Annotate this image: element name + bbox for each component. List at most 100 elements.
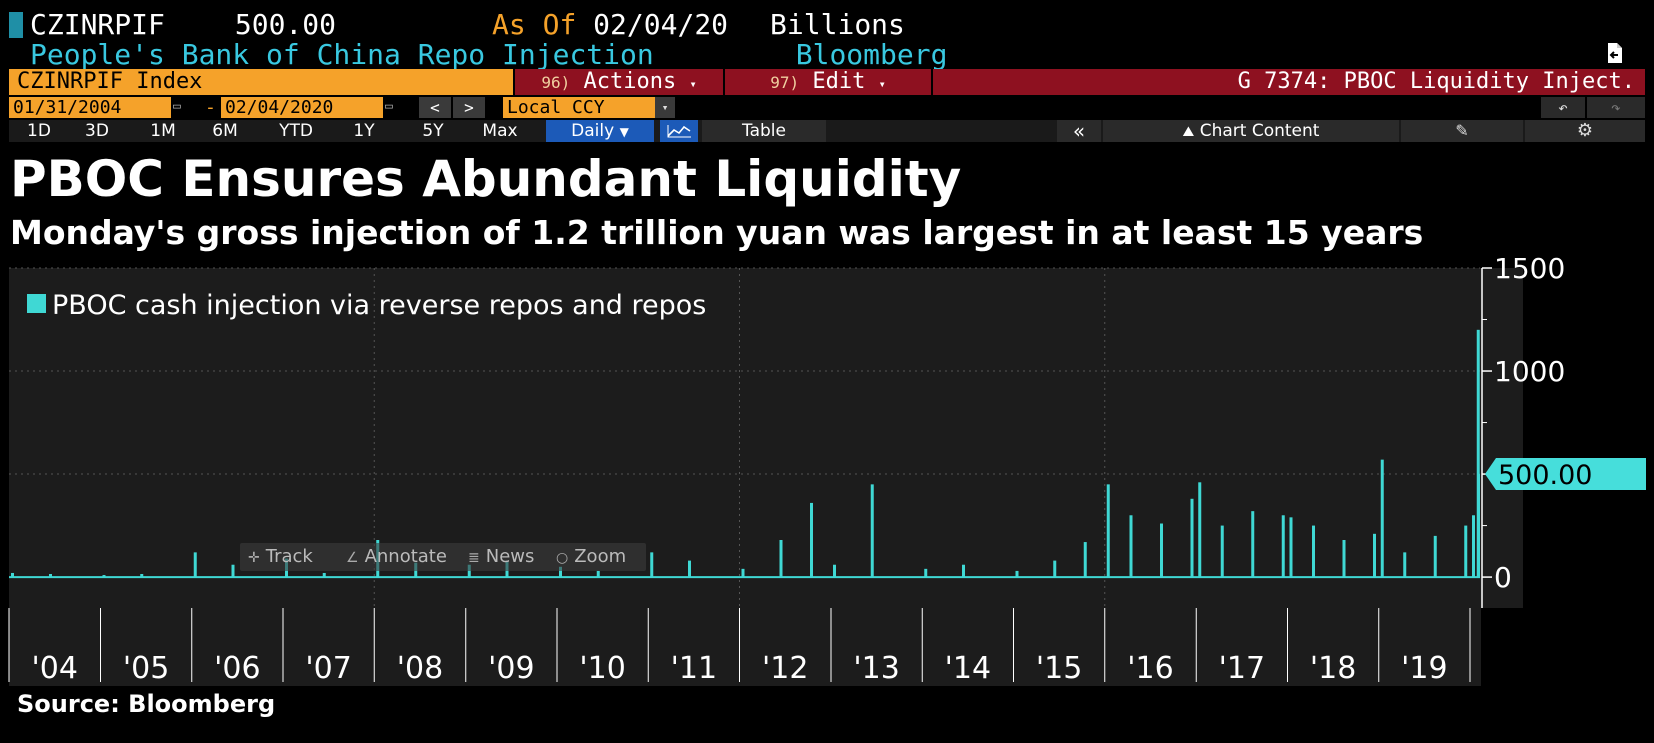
x-tick-label: '16 (1127, 651, 1173, 686)
bar (870, 484, 874, 578)
chevron-down-icon[interactable]: ▾ (655, 97, 675, 118)
gear-icon[interactable]: ⚙ (1525, 120, 1645, 142)
bar (559, 566, 562, 578)
bar (1160, 523, 1163, 578)
collapse-icon[interactable]: « (1057, 120, 1101, 142)
line-chart-icon[interactable] (660, 120, 698, 142)
period-3d[interactable]: 3D (85, 121, 109, 141)
date-row: 01/31/2004 ▭ - 02/04/2020 ▭ < > Local CC… (9, 97, 1645, 118)
frequency-select[interactable]: Daily ▼ (546, 120, 654, 142)
chart-title: PBOC Ensures Abundant Liquidity (10, 150, 962, 208)
currency-select[interactable]: Local CCY (503, 97, 671, 118)
bar (1220, 525, 1224, 578)
period-1d[interactable]: 1D (27, 121, 51, 141)
chart-content-icon: ⛰ (1182, 124, 1195, 140)
start-date-input[interactable]: 01/31/2004 (9, 97, 171, 118)
bar (1433, 535, 1437, 578)
bar (650, 552, 654, 578)
period-1y[interactable]: 1Y (353, 121, 375, 141)
chart-content-label: Chart Content (1199, 121, 1320, 141)
frequency-label: Daily (571, 121, 615, 141)
calendar-icon[interactable]: ▭ (173, 99, 181, 114)
bar (1015, 570, 1019, 578)
header-line-1: CZINRPIF 500.00 As Of 02/04/20 Billions (30, 8, 905, 41)
undo-icon[interactable]: ↶ (1541, 97, 1585, 118)
bar (1477, 474, 1480, 578)
security-input[interactable]: CZINRPIF Index (9, 69, 513, 95)
ticker-marker (9, 12, 23, 38)
x-tick-label: '06 (214, 651, 260, 686)
legend-swatch (27, 294, 46, 313)
period-5y[interactable]: 5Y (422, 121, 444, 141)
legend-label: PBOC cash injection via reverse repos an… (52, 290, 706, 321)
bars (9, 329, 1480, 579)
bar (1129, 515, 1133, 578)
bar (779, 540, 783, 578)
bar (833, 564, 836, 578)
x-tick-label: '17 (1219, 651, 1265, 686)
actions-button[interactable]: 96) Actions ▾ (515, 69, 723, 95)
bar (1464, 525, 1468, 578)
zoom-button[interactable]: ○ Zoom (556, 543, 626, 571)
description: People's Bank of China Repo Injection (30, 38, 654, 71)
export-icon[interactable] (1604, 42, 1624, 64)
period-max[interactable]: Max (482, 121, 518, 141)
crosshair-icon: ✛ (248, 550, 260, 566)
x-tick-label: '14 (945, 651, 991, 686)
x-tick-label: '10 (579, 651, 625, 686)
graph-title: G 7374: PBOC Liquidity Inject. (933, 69, 1645, 95)
bar (322, 572, 326, 578)
prev-period-button[interactable]: < (419, 97, 451, 118)
x-tick-label: '15 (1036, 651, 1082, 686)
bar (1380, 459, 1384, 578)
bar (1053, 560, 1057, 578)
chart-toolbar: 1D 3D 1M 6M YTD 1Y 5Y Max Daily ▼ Table … (9, 120, 1645, 142)
annotate-label: Annotate (364, 546, 447, 567)
chevron-down-icon: ▾ (689, 77, 697, 91)
next-period-button[interactable]: > (453, 97, 485, 118)
chart-content-button[interactable]: ⛰ Chart Content (1103, 120, 1399, 142)
bar (1083, 542, 1087, 578)
bar (193, 552, 197, 578)
last-value-badge (1485, 458, 1646, 491)
bar (741, 568, 745, 578)
x-tick-label: '18 (1310, 651, 1356, 686)
period-ytd[interactable]: YTD (279, 121, 313, 141)
y-tick-label: 0 (1494, 561, 1512, 594)
bar (1281, 515, 1285, 578)
news-button[interactable]: ≣ News (468, 543, 534, 571)
source-note: Source: Bloomberg (17, 690, 276, 718)
end-date-input[interactable]: 02/04/2020 (221, 97, 383, 118)
table-button[interactable]: Table (702, 120, 826, 142)
chart-subtitle: Monday's gross injection of 1.2 trillion… (10, 213, 1424, 252)
x-tick-label: '09 (488, 651, 534, 686)
bar (924, 568, 928, 578)
x-tick-label: '19 (1401, 651, 1447, 686)
period-1m[interactable]: 1M (150, 121, 176, 141)
bar (1476, 329, 1480, 578)
period-6m[interactable]: 6M (212, 121, 238, 141)
bar (140, 574, 144, 578)
annotate-button[interactable]: ∠ Annotate (346, 543, 447, 571)
y-axis: 0 1000 1500 500.00 (1481, 252, 1646, 608)
bar (810, 502, 813, 578)
bar (1106, 484, 1110, 578)
y-tick-label: 1500 (1494, 252, 1565, 285)
bar (1312, 525, 1315, 578)
source-tag: Bloomberg (795, 38, 948, 71)
x-tick-label: '08 (397, 651, 443, 686)
bar (1289, 517, 1293, 578)
track-button[interactable]: ✛ Track (248, 543, 313, 571)
bar (1472, 515, 1475, 578)
edit-chart-icon[interactable]: ✎ (1401, 120, 1523, 142)
edit-button[interactable]: 97) Edit ▾ (725, 69, 931, 95)
chart-overlay-toolbar: ✛ Track ∠ Annotate ≣ News ○ Zoom (240, 543, 646, 571)
redo-icon[interactable]: ↷ (1587, 97, 1645, 118)
x-tick-label: '07 (305, 651, 351, 686)
as-of-label: As Of (492, 8, 577, 41)
x-tick-label: '05 (123, 651, 169, 686)
x-tick-label: '12 (762, 651, 808, 686)
chevron-down-icon: ▾ (878, 77, 886, 91)
calendar-icon[interactable]: ▭ (385, 99, 393, 114)
